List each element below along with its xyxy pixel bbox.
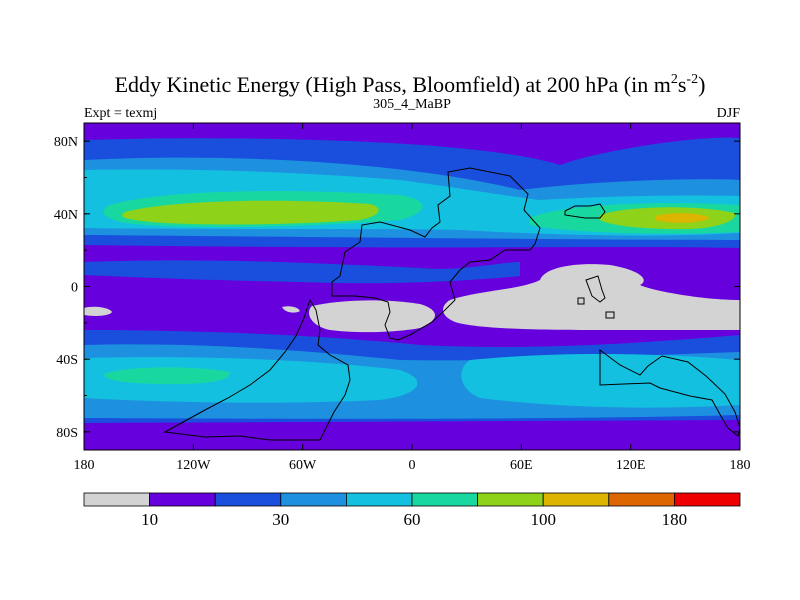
colorbar-swatch	[411, 492, 478, 507]
colorbar-swatch	[83, 492, 150, 507]
y-tick-label: 80N	[54, 135, 78, 150]
chart-title: Eddy Kinetic Energy (High Pass, Bloomfie…	[115, 72, 706, 97]
colorbar-label: 30	[272, 510, 289, 529]
y-tick-label: 40S	[56, 353, 78, 368]
subtitle-right: DJF	[717, 106, 741, 121]
contour-low-pacific-west	[84, 306, 112, 316]
x-tick-label: 60E	[510, 458, 533, 473]
subtitle-left: Expt = texmj	[84, 106, 157, 121]
y-tick-label: 40N	[54, 208, 78, 223]
colorbar: 10 30 60 100 180	[83, 492, 741, 529]
coastline-south-america	[163, 298, 351, 441]
contour-jet-core	[655, 213, 710, 223]
x-tick-label: 60W	[289, 458, 317, 473]
title-main: Eddy Kinetic Energy (High Pass, Bloomfie…	[115, 72, 671, 97]
colorbar-label: 100	[530, 510, 556, 529]
contour-equatorial-blue	[84, 260, 520, 284]
y-tick-label: 0	[71, 281, 78, 296]
x-tick-label: 180	[730, 458, 751, 473]
x-tick-label: 180	[74, 458, 95, 473]
coastline-east-asia	[564, 203, 606, 219]
colorbar-swatch	[608, 492, 675, 507]
colorbar-label: 180	[662, 510, 688, 529]
x-axis: 180 120W 60W 0 60E 120E 180	[74, 123, 751, 473]
title-mid: s	[678, 72, 687, 97]
coastline-island-1	[585, 275, 606, 303]
colorbar-swatch	[149, 492, 216, 507]
colorbar-swatch	[674, 492, 741, 507]
contour-low-pacific-east	[282, 306, 300, 313]
title-sup1: 2	[671, 72, 678, 87]
contour-low-indian	[443, 264, 740, 330]
coastline-americas	[331, 167, 541, 341]
colorbar-label: 60	[404, 510, 421, 529]
colorbar-swatch	[214, 492, 282, 507]
colorbar-swatch	[345, 492, 413, 507]
contour-south-teal-west	[104, 367, 231, 385]
title-sup2: -2	[686, 72, 698, 87]
coastline-island-2	[605, 311, 615, 319]
x-tick-label: 120W	[176, 458, 211, 473]
colorbar-swatch	[477, 492, 544, 507]
contour-south-pole-band	[84, 420, 740, 450]
y-tick-label: 80S	[56, 426, 78, 441]
map-field	[84, 123, 740, 450]
x-tick-label: 120E	[616, 458, 646, 473]
y-axis: 80N 40N 0 40S 80S	[54, 135, 740, 441]
colorbar-swatch	[280, 492, 347, 507]
title-close: )	[698, 72, 705, 97]
colorbar-label: 10	[141, 510, 158, 529]
contour-low-atlantic	[309, 300, 435, 333]
x-tick-label: 0	[409, 458, 416, 473]
contour-jet-west	[122, 200, 379, 225]
coastline-island-3	[577, 297, 585, 305]
colorbar-swatch	[542, 492, 610, 507]
coastline-australia	[599, 349, 740, 437]
subtitle-center: 305_4_MaBP	[373, 97, 451, 112]
contour-south-cyan-east	[461, 354, 740, 408]
